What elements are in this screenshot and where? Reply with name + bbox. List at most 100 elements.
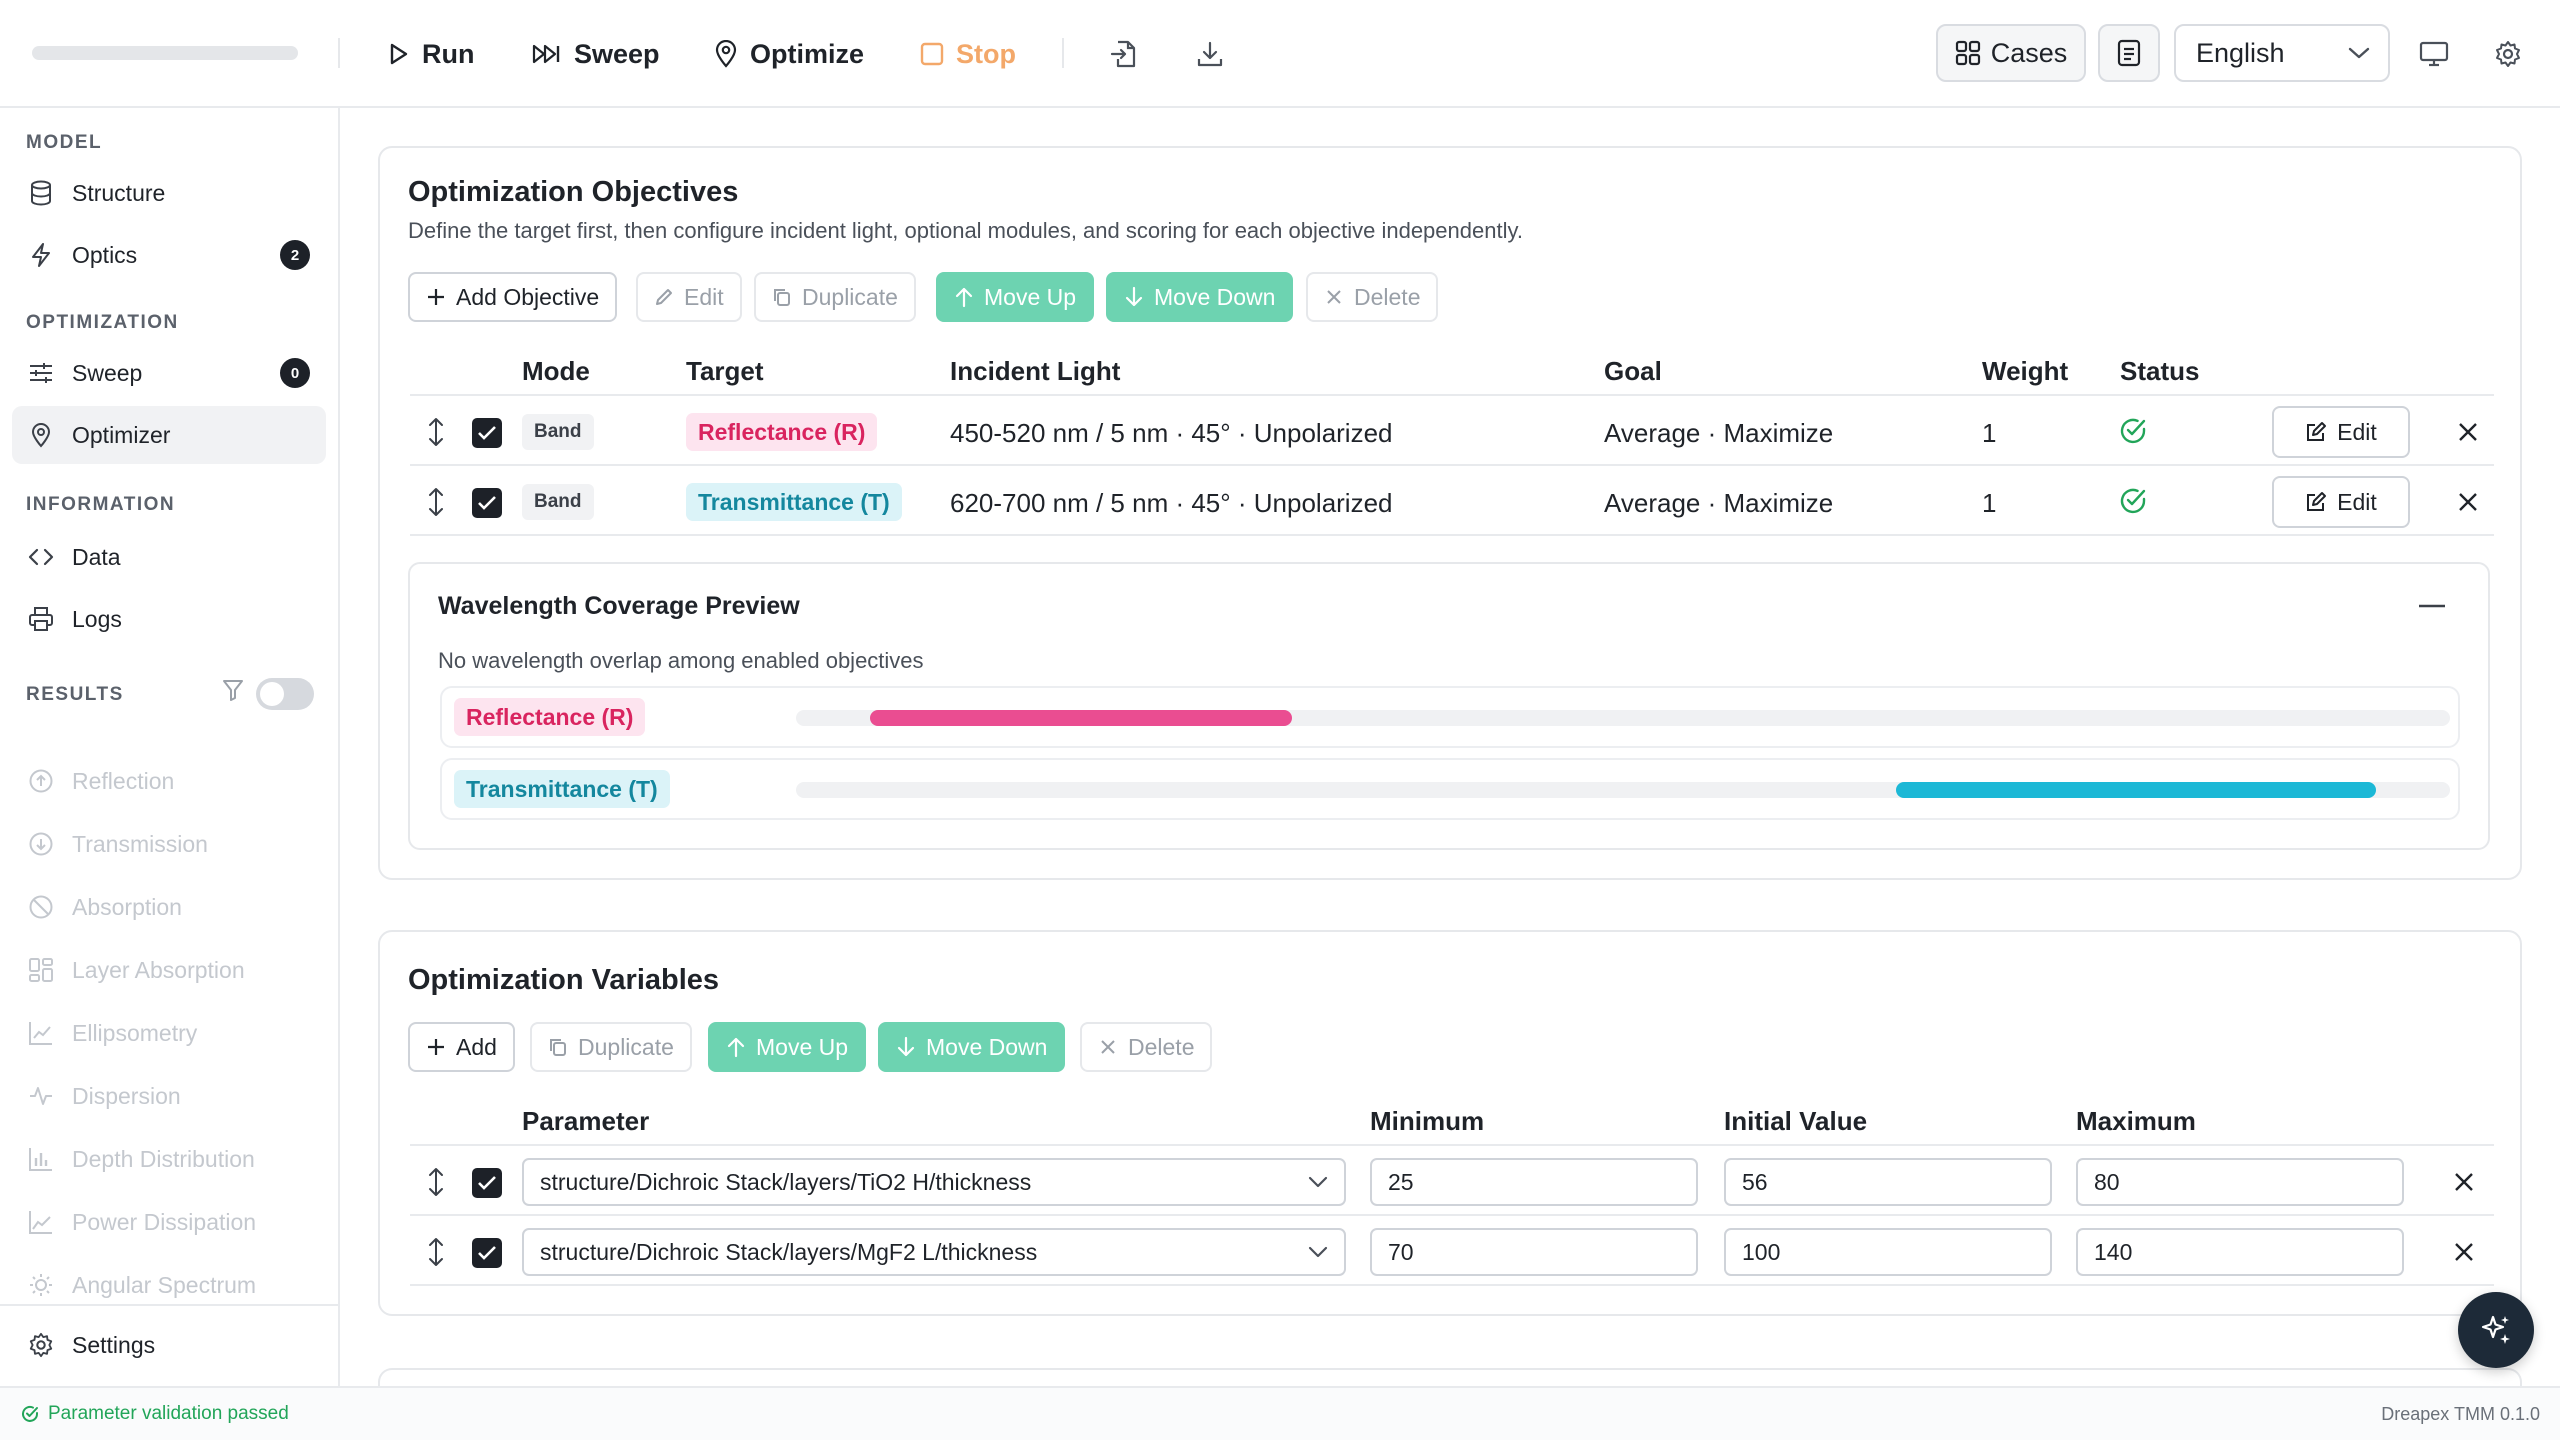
variable-enabled-checkbox[interactable] [472,1238,502,1268]
duplicate-variable-button[interactable]: Duplicate [530,1022,692,1072]
sidebar-item-dispersion[interactable]: Dispersion [12,1067,326,1125]
add-objective-button[interactable]: Add Objective [408,272,618,322]
sidebar-item-structure[interactable]: Structure [12,164,326,222]
sidebar-item-data[interactable]: Data [12,528,326,586]
move-up-objective-button[interactable]: Move Up [936,272,1095,322]
weight-value: 1 [1982,488,1997,518]
initial-value-input[interactable]: 100 [1724,1228,2052,1276]
sidebar-item-power-dissipation[interactable]: Power Dissipation [12,1193,326,1251]
parameter-select[interactable]: structure/Dichroic Stack/layers/TiO2 H/t… [522,1158,1346,1206]
delete-variable-button[interactable]: Delete [1080,1022,1213,1072]
sweep-count-badge: 0 [280,358,310,388]
app-logo-placeholder [32,46,298,60]
export-button[interactable] [1188,32,1232,76]
target-tag-transmittance: Transmittance (T) [686,483,902,521]
minimum-input[interactable]: 70 [1370,1228,1698,1276]
move-up-variable-button[interactable]: Move Up [708,1022,867,1072]
maximum-input[interactable]: 140 [2076,1228,2404,1276]
move-down-variable-button[interactable]: Move Down [878,1022,1066,1072]
toolbar-divider [1062,38,1064,68]
check-circle-icon [2118,416,2148,446]
sidebar-item-optimizer[interactable]: Optimizer [12,406,326,464]
column-header-target: Target [686,356,764,386]
sidebar-item-optics[interactable]: Optics 2 [12,226,326,284]
map-pin-icon [714,40,738,68]
run-button[interactable]: Run [388,28,474,80]
table-divider [410,394,2494,396]
sidebar-item-sweep[interactable]: Sweep 0 [12,344,326,402]
remove-row-button[interactable] [2452,416,2484,448]
maximum-input[interactable]: 80 [2076,1158,2404,1206]
remove-variable-button[interactable] [2448,1166,2480,1198]
notes-button[interactable] [2098,24,2160,82]
edit-row-button[interactable]: Edit [2272,406,2410,458]
sidebar-item-reflection[interactable]: Reflection [12,752,326,810]
grid-icon [1955,40,1981,66]
table-divider [410,534,2494,536]
sweep-button[interactable]: Sweep [532,28,660,80]
table-divider [410,464,2494,466]
sidebar-item-depth-distribution[interactable]: Depth Distribution [12,1130,326,1188]
check-circle-icon [2118,486,2148,516]
drag-handle-icon[interactable] [426,486,446,518]
minimum-input[interactable]: 25 [1370,1158,1698,1206]
ai-assistant-button[interactable] [2458,1292,2534,1368]
variable-enabled-checkbox[interactable] [472,1168,502,1198]
delete-objective-button[interactable]: Delete [1306,272,1439,322]
incident-light-value: 450-520 nm / 5 nm · 45° · Unpolarized [950,418,1393,448]
drag-handle-icon[interactable] [426,1166,446,1198]
objectives-title: Optimization Objectives [408,176,739,208]
weight-value: 1 [1982,418,1997,448]
optimize-button[interactable]: Optimize [714,28,864,80]
remove-row-button[interactable] [2452,486,2484,518]
filter-icon[interactable] [222,678,244,702]
chevron-down-icon [1308,1246,1328,1258]
document-list-icon [2117,39,2141,67]
add-variable-button[interactable]: Add [408,1022,515,1072]
edit-objective-button[interactable]: Edit [636,272,742,322]
coverage-range-bar [1895,782,2376,798]
move-down-objective-button[interactable]: Move Down [1106,272,1294,322]
collapse-preview-button[interactable] [2416,590,2448,622]
edit-square-icon [2305,491,2327,513]
column-header-initial-value: Initial Value [1724,1106,1868,1136]
remove-variable-button[interactable] [2448,1236,2480,1268]
duplicate-objective-button[interactable]: Duplicate [754,272,916,322]
settings-button[interactable] [2486,32,2530,76]
sidebar-section-results: RESULTS [26,684,124,705]
objective-enabled-checkbox[interactable] [472,418,502,448]
ban-icon [28,894,54,920]
sidebar-item-settings[interactable]: Settings [12,1316,326,1374]
preview-message: No wavelength overlap among enabled obje… [438,648,924,673]
drag-handle-icon[interactable] [426,416,446,448]
sidebar-item-layer-absorption[interactable]: Layer Absorption [12,941,326,999]
sidebar-item-angular-spectrum[interactable]: Angular Spectrum [12,1256,326,1314]
sidebar: MODEL Structure Optics 2 OPTIMIZATION Sw… [0,108,340,1386]
table-divider [410,1214,2494,1216]
arrow-down-icon [896,1036,916,1058]
initial-value-input[interactable]: 56 [1724,1158,2052,1206]
sidebar-item-logs[interactable]: Logs [12,590,326,648]
coverage-track-row: Transmittance (T) [440,758,2460,820]
import-button[interactable] [1102,32,1146,76]
code-icon [28,544,54,570]
stop-square-icon [920,42,944,66]
optics-count-badge: 2 [280,240,310,270]
cases-button[interactable]: Cases [1936,24,2086,82]
bar-chart-icon [28,1146,54,1172]
sidebar-item-absorption[interactable]: Absorption [12,878,326,936]
edit-row-button[interactable]: Edit [2272,476,2410,528]
database-icon [28,180,54,206]
display-button[interactable] [2412,32,2456,76]
objective-enabled-checkbox[interactable] [472,488,502,518]
minus-icon [2419,604,2445,608]
drag-handle-icon[interactable] [426,1236,446,1268]
language-select[interactable]: English [2174,24,2390,82]
mode-tag: Band [522,484,594,520]
sidebar-item-transmission[interactable]: Transmission [12,815,326,873]
arrow-up-circle-icon [28,768,54,794]
stop-button[interactable]: Stop [920,28,1016,80]
parameter-select[interactable]: structure/Dichroic Stack/layers/MgF2 L/t… [522,1228,1346,1276]
results-filter-toggle[interactable] [256,678,314,710]
sidebar-item-ellipsometry[interactable]: Ellipsometry [12,1004,326,1062]
